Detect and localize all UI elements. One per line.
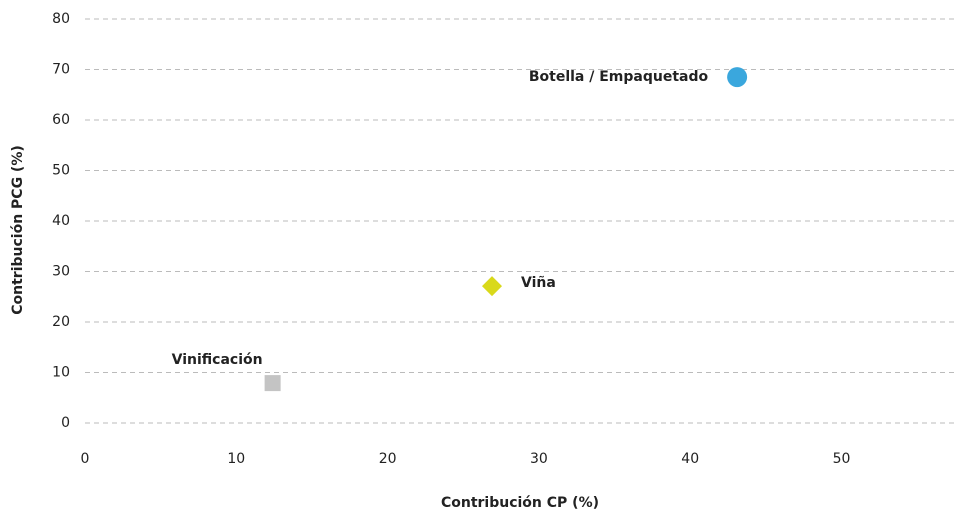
y-tick-label: 10 bbox=[52, 365, 70, 381]
point bbox=[264, 375, 281, 392]
y-tick-label: 80 bbox=[52, 11, 70, 27]
y-axis-label: Contribución PCG (%) bbox=[10, 145, 26, 315]
x-tick-label: 10 bbox=[227, 451, 245, 467]
y-tick-label: 0 bbox=[61, 415, 70, 431]
x-tick-label: 50 bbox=[833, 451, 851, 467]
x-tick-label: 0 bbox=[81, 451, 90, 467]
point-label: Viña bbox=[521, 275, 556, 291]
point bbox=[482, 276, 503, 297]
point bbox=[727, 67, 748, 88]
point-label: Vinificación bbox=[172, 352, 263, 368]
x-tick-label: 40 bbox=[681, 451, 699, 467]
x-axis-label: Contribución CP (%) bbox=[441, 495, 599, 511]
x-tick-label: 20 bbox=[379, 451, 397, 467]
point-label: Botella / Empaquetado bbox=[529, 69, 709, 85]
y-tick-label: 70 bbox=[52, 62, 70, 78]
y-tick-label: 50 bbox=[52, 163, 70, 179]
x-tick-label: 30 bbox=[530, 451, 548, 467]
y-tick-label: 30 bbox=[52, 264, 70, 280]
y-tick-label: 20 bbox=[52, 314, 70, 330]
y-tick-label: 40 bbox=[52, 213, 70, 229]
y-tick-label: 60 bbox=[52, 112, 70, 128]
